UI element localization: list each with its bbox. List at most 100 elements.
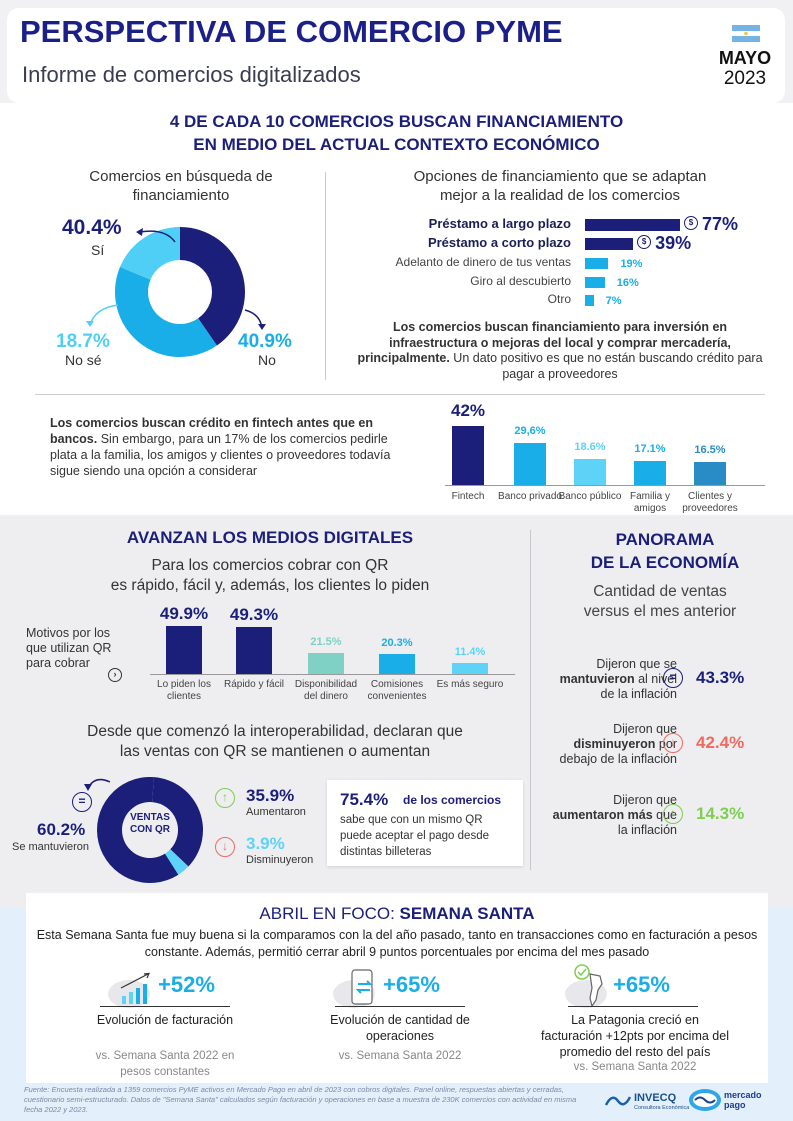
credit-text: Los comercios buscan crédito en fintech … [50, 416, 391, 478]
equal-icon: = [72, 792, 92, 812]
hbar-title: Opciones de financiamiento que se adapta… [413, 168, 707, 204]
qr-label: Lo piden los clientes [157, 679, 211, 702]
credit-value: 16.5% [694, 443, 726, 456]
credit-source-chart: 42% Fintech 29,6% Banco privado 18.6% Banco p… [0, 0, 793, 520]
qr-bar [379, 654, 415, 674]
donut2-center-label: VENTAS CON QR [130, 812, 170, 835]
report-month: MAYO [718, 48, 772, 68]
donut2-slice-up [152, 777, 203, 867]
divider [35, 394, 765, 395]
hbar-label: Préstamo a corto plazo [427, 235, 571, 250]
argentina-flag-icon [732, 25, 760, 42]
economy-item-emphasis: mantuvieron [559, 672, 635, 686]
page-title: PERSPECTIVA DE COMERCIO PYME [20, 14, 563, 49]
easter-heading: ABRIL EN FOCO: SEMANA SANTA [259, 904, 535, 923]
credit-value: 29,6% [514, 425, 546, 438]
financing-donut-chart [115, 227, 245, 357]
arrow-up-icon: ↑ [215, 788, 235, 808]
qr-value: 49.9% [159, 604, 209, 623]
hbar-value: 16% [616, 277, 639, 289]
economy-item-emphasis: aumentaron más [552, 808, 653, 822]
qr-label: Disponibilidad del dinero [294, 679, 358, 702]
qr-bar [166, 626, 202, 674]
credit-label: Banco privado [498, 491, 562, 502]
qr-reasons-label: Motivos por los que utilizan QR para cob… [26, 626, 112, 670]
economy-item-value: 14.3% [696, 804, 745, 823]
report-year: 2023 [723, 68, 767, 89]
economy-item-text: Dijeron que disminuyeron por debajo de l… [559, 722, 677, 766]
credit-label: Banco público [558, 491, 622, 502]
stat1-label: Evolución de facturación [96, 1013, 234, 1027]
donut2-arrow [84, 778, 111, 791]
stat3-label: La Patagonia creció en facturación +12pt… [541, 1013, 729, 1059]
mercado-pago-logo-icon [689, 1089, 721, 1111]
callout-text: sabe que con un mismo QR puede aceptar e… [340, 814, 489, 858]
donut1-nose-value: 18.7% [56, 331, 110, 352]
hbar-value: 77% [702, 214, 739, 234]
hbar-value: 19% [620, 258, 643, 270]
donut1-slice-si [180, 227, 245, 346]
hbar-label: Adelanto de dinero de tus ventas [395, 255, 571, 269]
donut1-si-label: Sí [91, 242, 105, 258]
stat2-label: Evolución de cantidad de operaciones [330, 1013, 470, 1043]
credit-bar [514, 443, 546, 485]
arrow-down-icon: ↓ [215, 837, 235, 857]
hbar-bar [585, 238, 634, 250]
credit-label: Clientes y proveedores [682, 491, 738, 514]
credit-value: 42% [450, 401, 486, 420]
qr-sales-donut-chart [97, 777, 203, 883]
donut1-no-label: No [258, 352, 276, 368]
phone-transfer-icon [351, 969, 373, 1005]
interop-title: Desde que comenzó la interoperabilidad, … [87, 723, 463, 760]
hbar-label: Otro [547, 292, 571, 306]
donut1-arrows [86, 228, 266, 330]
donut1-nose-label: No sé [65, 352, 102, 368]
donut2-up-value: 35.9% [246, 786, 295, 805]
qr-value: 49.3% [229, 604, 279, 624]
hbar-value: 7% [605, 295, 622, 307]
invecq-logo-icon [604, 1096, 632, 1106]
invecq-logo-sub: Consultora Económica [634, 1105, 690, 1111]
stat1-note: vs. Semana Santa 2022 en pesos constante… [95, 1050, 235, 1078]
footer-source: Fuente: Encuesta realizada a 1359 comerc… [24, 1085, 577, 1114]
financing-headline: 4 DE CADA 10 COMERCIOS BUSCAN FINANCIAMI… [169, 112, 624, 154]
stat1-value: +52% [158, 972, 215, 997]
credit-axis [445, 485, 765, 486]
qr-label: Rápido y fácil [223, 679, 285, 690]
financing-options-chart: Préstamo a largo plazo $77% Préstamo a cor… [0, 0, 793, 320]
hbar-label: Giro al descubierto [470, 274, 571, 288]
donut2-kept-label: Se mantuvieron [12, 841, 90, 853]
economy-list: Dijeron que se mantuvieron al nivel de l… [552, 657, 745, 837]
donut2-down-label: Disminuyeron [246, 854, 314, 866]
credit-label: Fintech [451, 491, 485, 502]
economy-subtitle: Cantidad de ventas versus el mes anterio… [583, 583, 737, 620]
header-card [7, 8, 785, 103]
stat3-value: +65% [613, 972, 670, 997]
patagonia-map-icon [574, 964, 603, 1008]
stat2-value: +65% [383, 972, 440, 997]
economy-heading: PANORAMA DE LA ECONOMÍA [590, 530, 740, 572]
divider [530, 530, 531, 870]
divider [335, 1006, 465, 1007]
hbar-bar [585, 258, 609, 269]
money-icon: $ [684, 216, 698, 230]
qr-bar [236, 626, 272, 674]
credit-label: Familia y amigos [629, 491, 670, 514]
easter-intro: Esta Semana Santa fue muy buena si la co… [36, 928, 758, 959]
economy-item-value: 43.3% [696, 668, 745, 687]
donut2-slice-down [165, 849, 189, 875]
qr-axis [150, 674, 515, 675]
hbar-bar [585, 219, 680, 231]
economy-item-text: Dijeron que se mantuvieron al nivel de l… [559, 657, 677, 701]
stat2-note: vs. Semana Santa 2022 [338, 1050, 462, 1062]
economy-status-icon: = [663, 668, 683, 688]
callout-value: 75.4% [340, 790, 389, 809]
mercado-pago-logo-text: mercado pago [724, 1090, 762, 1110]
economy-item-emphasis: disminuyeron [573, 737, 656, 751]
credit-value: 18.6% [574, 440, 606, 453]
economy-item-value: 42.4% [696, 733, 745, 752]
callout-title: de los comercios [403, 793, 502, 807]
donut2-down-value: 3.9% [246, 834, 285, 853]
qr-label: Es más seguro [436, 679, 504, 690]
credit-bar [694, 461, 726, 485]
